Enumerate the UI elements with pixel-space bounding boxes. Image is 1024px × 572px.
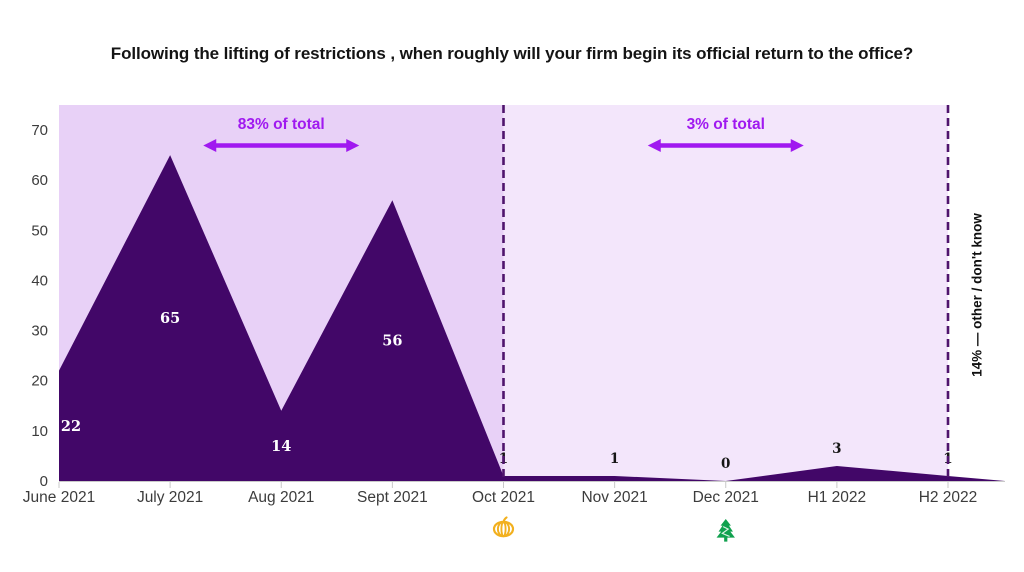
arrowhead-left-icon [203, 139, 217, 152]
y-axis-label: 10 [31, 423, 48, 440]
y-axis-label: 30 [31, 323, 48, 340]
pumpkin-icon [492, 516, 515, 538]
x-axis-label: July 2021 [137, 489, 203, 506]
x-axis-label: Dec 2021 [693, 489, 759, 506]
value-label: 3 [832, 441, 841, 457]
value-label: 14 [271, 438, 291, 455]
x-axis-label: Nov 2021 [581, 489, 647, 506]
value-label: 56 [382, 333, 402, 350]
side-note-other-dont-know: 14% — other / don't know [969, 213, 985, 377]
value-label: 0 [721, 456, 730, 472]
annotation-label: 83% of total [238, 116, 325, 133]
chart-title: Following the lifting of restrictions , … [110, 44, 914, 63]
y-axis-label: 0 [40, 473, 48, 490]
y-axis-label: 60 [31, 172, 48, 189]
y-axis-label: 70 [31, 122, 48, 139]
y-axis-label: 50 [31, 222, 48, 239]
arrowhead-left-icon [647, 139, 661, 152]
christmas-tree-icon [716, 519, 735, 542]
y-axis-label: 20 [31, 373, 48, 390]
x-axis-label: H2 2022 [919, 489, 978, 506]
value-label: 22 [61, 418, 81, 435]
value-label: 1 [610, 451, 619, 467]
x-axis-label: Sept 2021 [357, 489, 428, 506]
x-axis-label: June 2021 [23, 489, 95, 506]
y-axis-label: 40 [31, 272, 48, 289]
value-label: 65 [160, 310, 180, 327]
x-axis-label: Aug 2021 [248, 489, 314, 506]
arrowhead-right-icon [790, 139, 804, 152]
arrowhead-right-icon [346, 139, 360, 152]
x-axis-label: Oct 2021 [472, 489, 535, 506]
annotation-label: 3% of total [687, 116, 765, 133]
chart-layers: June 2021 July 2021 Aug 2021 Sept 2021 Oct 2… [23, 105, 1005, 506]
region-band [503, 105, 948, 481]
area-series [59, 155, 1005, 482]
x-axis-label: H1 2022 [808, 489, 867, 506]
